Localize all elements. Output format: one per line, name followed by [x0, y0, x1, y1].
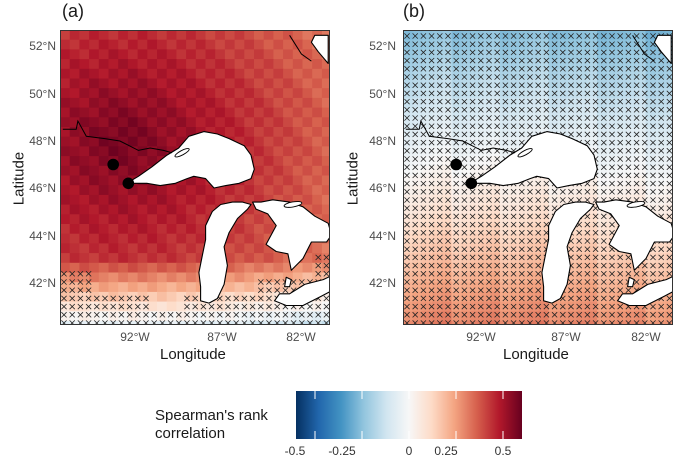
james-bay-corner: [653, 34, 672, 65]
legend-tick-05: 0.5: [494, 444, 512, 458]
lat-tick-42-a: 42°N: [29, 276, 56, 290]
legend-tick-025: 0.25: [434, 444, 458, 458]
lat-tick-48-a: 48°N: [29, 134, 56, 148]
lat-tick-44-a: 44°N: [29, 229, 56, 243]
lake-st-clair: [627, 276, 635, 288]
legend-title-line1: Spearman's rank: [155, 407, 268, 424]
lat-tick-46-a: 46°N: [29, 181, 56, 195]
legend-tick-neg025: -0.25: [328, 444, 356, 458]
y-axis-title-a: Latitude: [10, 151, 28, 206]
lat-tick-50-a: 50°N: [29, 87, 56, 101]
great-lakes: [469, 34, 673, 307]
x-axis-title-a: Longitude: [160, 346, 226, 363]
panel-a-label: (a): [62, 1, 84, 21]
lake-erie: [616, 275, 673, 307]
coast-line: [289, 35, 312, 62]
lake-superior: [469, 131, 598, 189]
panel-frame: [60, 30, 330, 325]
lon-tick-92-a: 92°W: [120, 330, 150, 344]
map-svg-a: [60, 30, 330, 325]
y-axis-title-b: Latitude: [344, 151, 362, 206]
map-svg-b: [403, 30, 673, 325]
legend-tick-0: 0: [405, 444, 413, 458]
lat-tick-48-b: 48°N: [369, 134, 396, 148]
lon-tick-82-b: 82°W: [631, 330, 661, 344]
legend-title: Spearman's rank correlation: [155, 407, 268, 443]
us-canada-border: [405, 119, 516, 154]
lake-michigan: [198, 201, 252, 304]
lake-erie: [273, 275, 330, 307]
coast-line: [632, 35, 655, 62]
lat-tick-52-a: 52°N: [29, 39, 56, 53]
lake-superior: [126, 131, 255, 189]
lon-tick-87-a: 87°W: [207, 330, 237, 344]
station-1-marker: [107, 158, 119, 171]
lake-huron: [595, 199, 673, 271]
lat-tick-52-b: 52°N: [369, 39, 396, 53]
map-panel-b: [403, 30, 673, 325]
lon-tick-87-b: 87°W: [551, 330, 581, 344]
james-bay-corner: [310, 34, 329, 65]
lon-tick-82-a: 82°W: [286, 330, 316, 344]
panel-b-label: (b): [403, 1, 425, 21]
lake-st-clair: [284, 276, 292, 288]
station-1-marker: [450, 158, 462, 171]
lat-tick-44-b: 44°N: [369, 229, 396, 243]
panel-frame: [403, 30, 673, 325]
station-2-marker: [465, 177, 478, 190]
station-2-marker: [122, 177, 135, 190]
map-panel-a: [60, 30, 330, 325]
lake-huron: [252, 199, 330, 271]
legend-title-line2: correlation: [155, 425, 226, 442]
lat-tick-42-b: 42°N: [369, 276, 396, 290]
legend-colorbar: [296, 391, 522, 439]
lat-tick-50-b: 50°N: [369, 87, 396, 101]
great-lakes: [126, 34, 330, 307]
lat-tick-46-b: 46°N: [369, 181, 396, 195]
lon-tick-92-b: 92°W: [466, 330, 496, 344]
lake-michigan: [541, 201, 595, 304]
legend-tick-neg05: -0.5: [284, 444, 306, 458]
us-canada-border: [62, 119, 173, 154]
x-axis-title-b: Longitude: [503, 346, 569, 363]
